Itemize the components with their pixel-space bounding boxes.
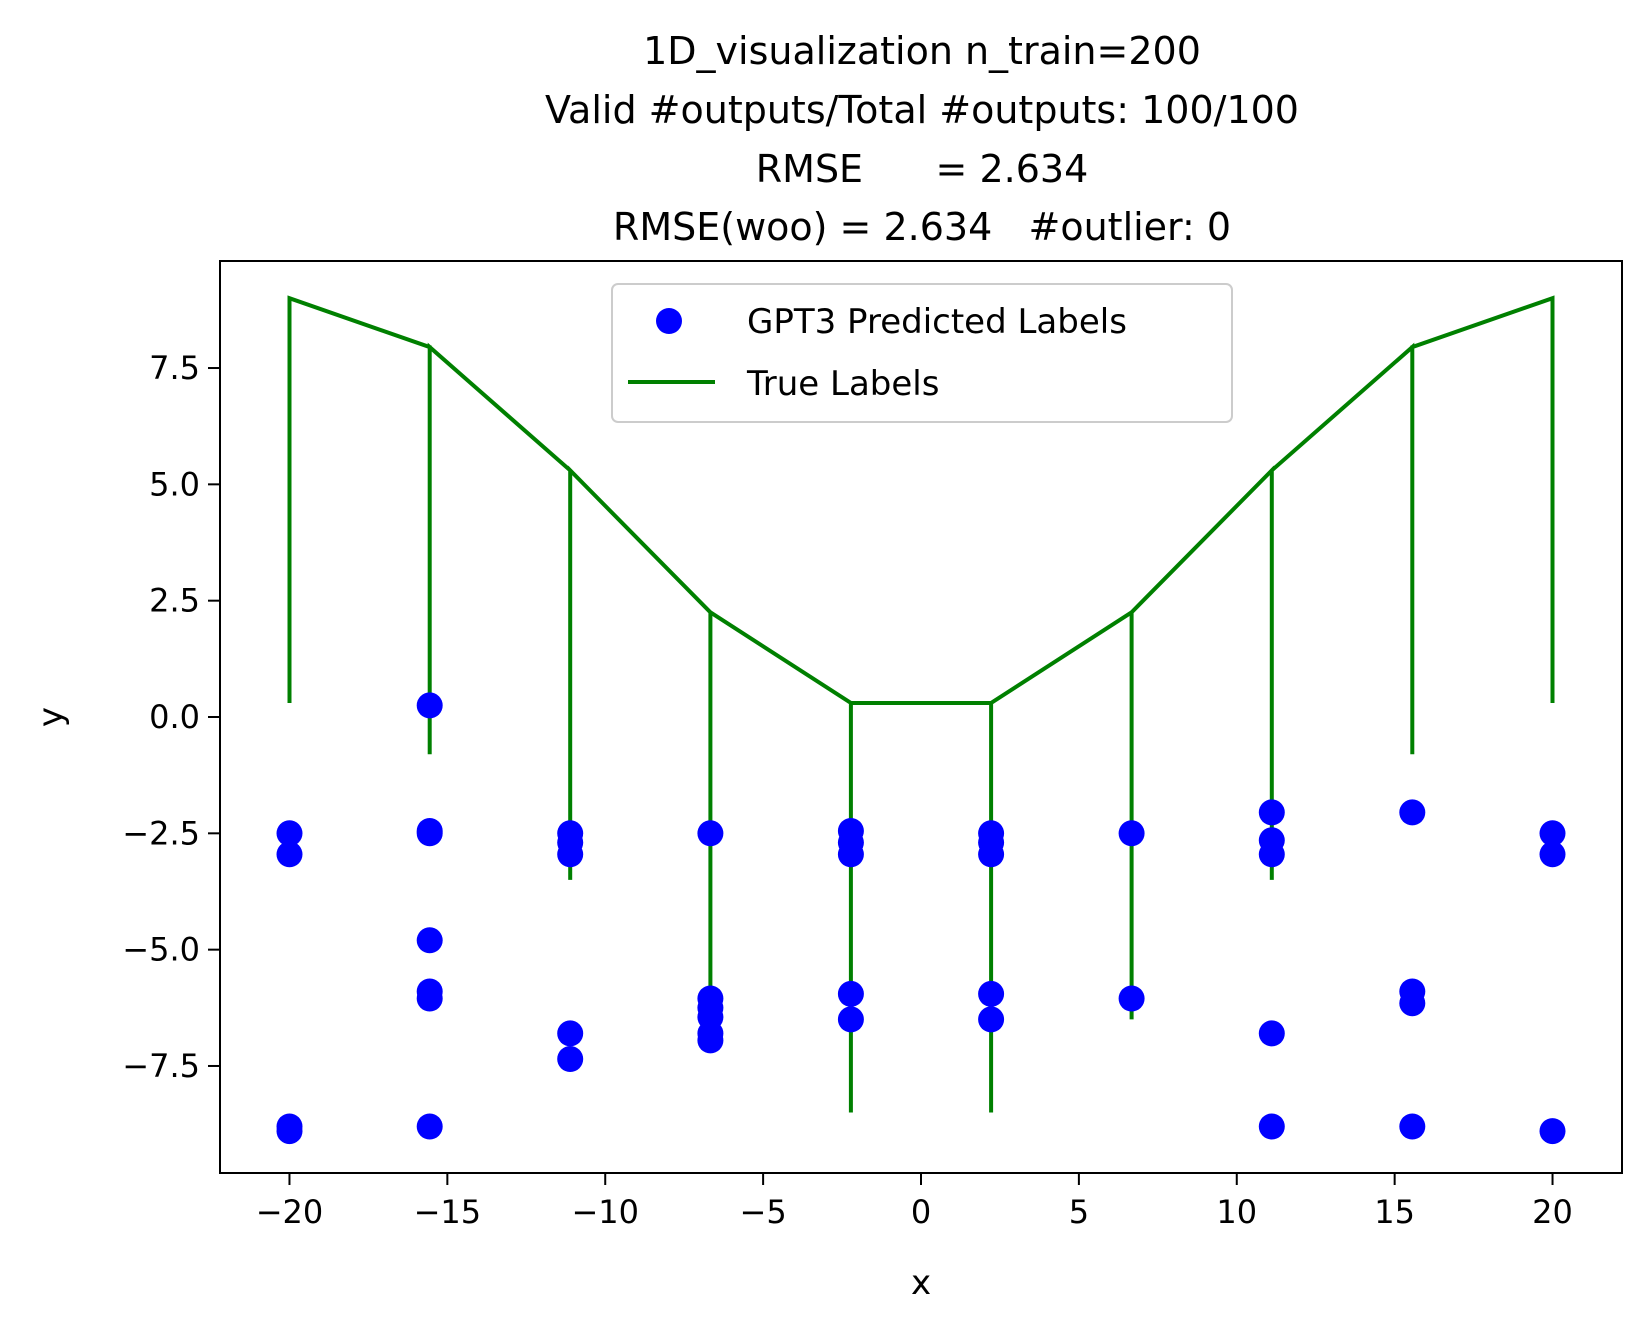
y-tick-label: −2.5 (122, 814, 200, 852)
predicted-point (1399, 799, 1426, 826)
predicted-point (1258, 799, 1285, 826)
predicted-point (978, 841, 1005, 868)
x-tick-label: 15 (1374, 1193, 1415, 1231)
predicted-point (557, 1046, 584, 1072)
predicted-point (697, 1027, 724, 1054)
predicted-point (1539, 841, 1566, 868)
x-tick-label: −15 (414, 1193, 482, 1231)
predicted-point (416, 820, 443, 847)
predicted-point (837, 841, 864, 868)
predicted-point (416, 927, 443, 954)
predicted-point (276, 820, 303, 847)
x-tick-label: −20 (256, 1193, 324, 1231)
predicted-point (1258, 841, 1285, 868)
predicted-point (978, 1006, 1005, 1033)
predicted-point (837, 980, 864, 1007)
legend-label-predicted: GPT3 Predicted Labels (747, 302, 1127, 342)
predicted-point (1118, 820, 1145, 847)
predicted-point (557, 1020, 584, 1047)
x-tick-label: 10 (1216, 1193, 1257, 1231)
x-tick-label: 5 (1069, 1193, 1089, 1231)
x-tick-label: −10 (571, 1193, 639, 1231)
x-tick-label: 0 (911, 1193, 931, 1231)
y-axis: 7.5 5.0 2.5 0.0 −2.5 −5.0 −7.5 (122, 349, 220, 1085)
predicted-point (557, 841, 584, 868)
y-tick-label: 2.5 (149, 582, 200, 620)
legend-label-true: True Labels (746, 364, 939, 404)
predicted-point (1539, 820, 1566, 847)
predicted-point (1399, 1113, 1426, 1140)
y-tick-label: 7.5 (149, 349, 200, 387)
title-line-1: 1D_visualization n_train=200 (643, 29, 1201, 73)
predicted-point (1118, 985, 1145, 1012)
predicted-point (276, 1118, 303, 1145)
predicted-point (697, 820, 724, 847)
y-tick-label: −5.0 (122, 931, 200, 969)
series-true-labels-line (287, 295, 1555, 1113)
y-tick-label: 0.0 (149, 698, 200, 736)
legend-box (611, 283, 1233, 423)
x-tick-label: −5 (740, 1193, 787, 1231)
predicted-point (416, 1113, 443, 1140)
y-axis-label: y (31, 707, 71, 727)
x-axis-label: x (911, 1263, 931, 1303)
predicted-point (1258, 1113, 1285, 1140)
y-tick-label: −7.5 (122, 1047, 200, 1085)
predicted-point (837, 1006, 864, 1033)
predicted-point (1258, 1020, 1285, 1047)
predicted-point (276, 841, 303, 868)
x-axis: −20 −15 −10 −5 0 5 10 15 20 (256, 1173, 1573, 1231)
predicted-point (416, 985, 443, 1012)
legend-marker-predicted (656, 308, 682, 334)
plot-area (276, 295, 1566, 1145)
chart-title: 1D_visualization n_train=200 Valid #outp… (545, 29, 1299, 249)
y-tick-label: 5.0 (149, 465, 200, 503)
title-line-4: RMSE(woo) = 2.634 #outlier: 0 (613, 205, 1231, 249)
predicted-point (978, 980, 1005, 1007)
predicted-point (1539, 1118, 1566, 1145)
x-tick-label: 20 (1532, 1193, 1573, 1231)
legend: GPT3 Predicted Labels True Labels (611, 283, 1233, 423)
predicted-point (416, 692, 443, 719)
title-line-2: Valid #outputs/Total #outputs: 100/100 (545, 88, 1299, 132)
title-line-3: RMSE = 2.634 (756, 147, 1089, 191)
predicted-point (1399, 990, 1426, 1017)
